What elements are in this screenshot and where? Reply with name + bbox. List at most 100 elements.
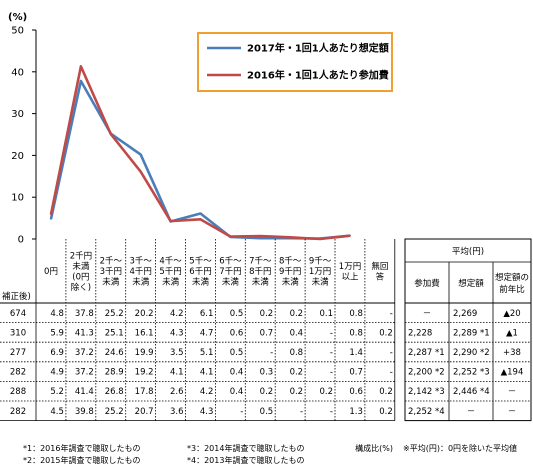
category-label: 8千～	[279, 256, 302, 267]
table-cell: 4.2	[170, 309, 184, 319]
table-cell: 0.4	[230, 387, 244, 397]
category-label: 6千円	[189, 266, 211, 277]
average-assumed-cell: 2,269	[453, 309, 477, 319]
category-label: 除く)	[71, 282, 91, 293]
category-label: 未満	[132, 277, 150, 288]
table-cell: 25.2	[105, 407, 124, 417]
table-cell: 0.2	[260, 387, 274, 397]
legend-label-2017: 2017年・1回1人あたり想定額	[247, 42, 389, 55]
table-cell: 0.2	[290, 368, 304, 378]
data-point	[259, 235, 262, 237]
average-col-yoy: 想定額の	[495, 272, 529, 283]
table-cell: 0.4	[290, 328, 304, 338]
data-point	[229, 235, 232, 238]
category-label: 未満	[222, 277, 240, 288]
table-cell: 4.3	[200, 407, 214, 417]
table-cell: 2.6	[170, 387, 184, 397]
table-cell: 19.9	[135, 348, 154, 358]
category-label: 3千円	[100, 266, 122, 277]
average-assumed-cell: －	[467, 407, 476, 417]
category-label: 1万円	[339, 262, 361, 272]
table-cell: 0.1	[319, 309, 333, 319]
category-label: 6千～	[219, 256, 242, 267]
category-label: 8千円	[249, 266, 271, 277]
table-cell: 20.2	[135, 309, 154, 319]
footnotes: *1：2016年調査で聴取したもの *2：2015年調査で聴取したもの *3：2…	[23, 443, 517, 465]
table-cell: 20.7	[135, 407, 154, 417]
table-cell: 0.2	[319, 387, 333, 397]
data-point	[199, 212, 202, 215]
category-label: 以上	[341, 272, 359, 282]
category-label: 3千～	[129, 256, 152, 267]
footnote-4: *4：2013年調査で聴取したもの	[187, 455, 304, 465]
table-cell: 0.2	[260, 309, 274, 319]
table-cell: 0.6	[230, 328, 244, 338]
table-cell: 6.9	[50, 348, 64, 358]
table-cell: 37.2	[75, 368, 94, 378]
table-cell: -	[330, 348, 333, 358]
table-cell: 5.2	[50, 387, 64, 397]
table-row-count: 282	[10, 368, 26, 378]
average-table-frame	[404, 238, 532, 422]
table-cell: 0.3	[260, 368, 274, 378]
table-cell: -	[330, 407, 333, 417]
average-yoy-cell: ▲194	[501, 368, 524, 378]
data-point	[109, 133, 112, 135]
table-row-count: 282	[10, 407, 26, 417]
average-group-header: 平均(円)	[452, 246, 484, 257]
table-cell: 39.8	[75, 407, 94, 417]
table-cell: 4.2	[200, 387, 214, 397]
footnote-1: *1：2016年調査で聴取したもの	[23, 443, 140, 453]
category-label: 未満	[312, 277, 330, 288]
table-cell: -	[300, 407, 303, 417]
footnote-2: *2：2015年調査で聴取したもの	[23, 455, 140, 465]
table-cell: 37.8	[75, 309, 94, 319]
series-line-2017	[49, 79, 351, 240]
table-cell: -	[390, 348, 393, 358]
table-cell: 37.2	[75, 348, 94, 358]
data-point	[80, 80, 82, 82]
table-cell: 4.7	[200, 328, 214, 338]
table-cell: 0.8	[290, 348, 304, 358]
data-point	[259, 237, 262, 240]
table-cell: 5.1	[200, 348, 214, 358]
y-tick-label: 30	[11, 109, 24, 120]
category-label: 9千～	[309, 256, 332, 267]
table-cell: 0.6	[349, 387, 363, 397]
table-cell: 3.6	[170, 407, 184, 417]
category-label: 0円	[44, 267, 58, 277]
table-cell: 4.1	[170, 368, 184, 378]
table-cell: 0.4	[230, 368, 244, 378]
data-point	[319, 238, 321, 240]
table-cell: -	[240, 407, 243, 417]
table-cell: 26.8	[105, 387, 124, 397]
data-table: 0円2千円未満(0円除く)2千～3千円未満3千～4千円未満4千～5千円未満5千～…	[0, 239, 396, 422]
category-label: 未満	[102, 277, 120, 288]
table-cell: -	[390, 368, 393, 378]
y-tick-label: 40	[11, 67, 24, 78]
average-assumed-cell: 2,289 *1	[453, 328, 490, 338]
table-cell: 28.9	[105, 368, 124, 378]
category-label: 答	[376, 271, 385, 282]
line-plot: (%) 0 10 20 30 40 50	[8, 12, 351, 246]
table-cell: -	[270, 348, 273, 358]
average-note: ※平均(円)：0円を除いた平均値	[403, 443, 517, 453]
average-participation-cell: 2,142 *3	[408, 387, 445, 397]
data-point	[289, 236, 292, 239]
category-label: 未満	[252, 277, 270, 288]
table-cell: 0.2	[290, 387, 304, 397]
table-cell: 3.5	[170, 348, 184, 358]
average-participation-cell: 2,200 *2	[408, 368, 445, 378]
table-cell: 0.7	[260, 328, 274, 338]
table-cell: 0.2	[379, 387, 393, 397]
ratio-label: 構成比(%)	[355, 443, 393, 453]
category-label: 5千～	[189, 256, 212, 267]
data-point	[80, 65, 82, 68]
average-col-yoy: 前年比	[499, 284, 525, 295]
y-tick-label: 50	[11, 26, 24, 37]
table-row-count: 310	[10, 328, 26, 338]
average-assumed-cell: 2,290 *2	[453, 348, 490, 358]
average-yoy-cell: －	[508, 387, 517, 397]
y-tick-label: 20	[11, 151, 24, 162]
